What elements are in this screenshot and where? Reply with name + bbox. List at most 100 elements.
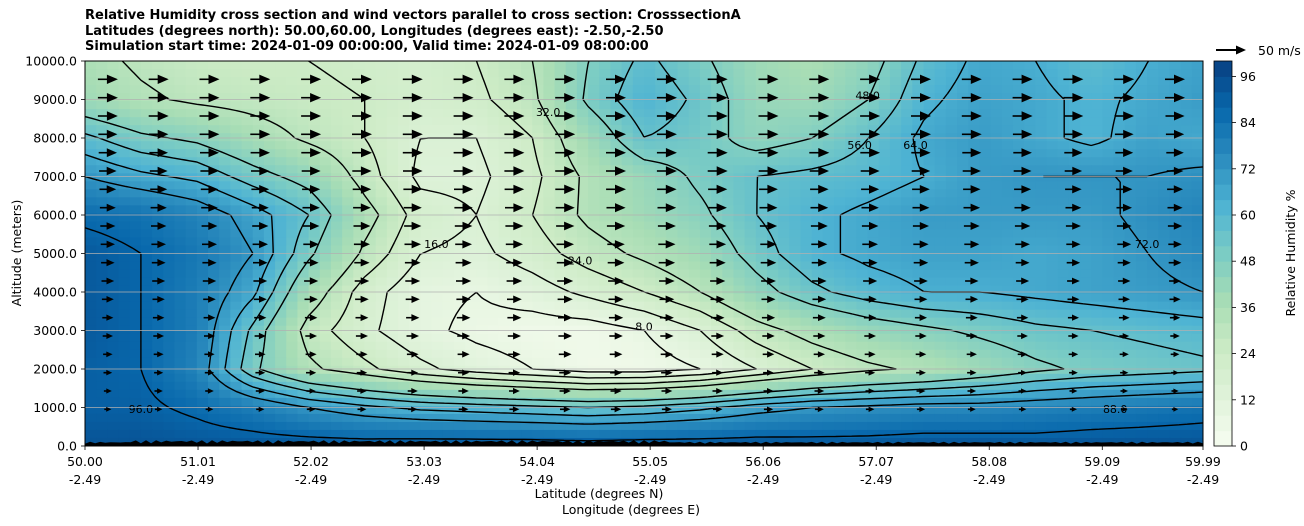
humidity-cell [140,101,153,110]
humidity-cell [196,77,209,86]
humidity-cell [856,437,869,446]
humidity-cell [1068,325,1081,335]
humidity-cell [1169,437,1182,446]
contour-label: 96.0 [129,403,154,416]
humidity-cell [207,301,220,311]
humidity-cell [163,301,176,311]
humidity-cell [655,357,667,367]
humidity-cell [945,437,958,446]
humidity-cell [1046,277,1059,287]
humidity-cell [800,253,813,263]
humidity-cell [163,205,176,214]
humidity-cell [632,197,645,206]
humidity-cell [174,405,187,415]
humidity-cell [699,221,712,231]
humidity-cell [621,93,634,102]
humidity-cell [465,405,477,415]
humidity-cell [163,237,176,247]
humidity-cell [342,245,354,255]
humidity-cell [711,141,723,150]
humidity-cell [1191,261,1203,271]
humidity-cell [375,245,388,255]
humidity-cell [1180,245,1193,255]
humidity-cell [1046,341,1059,351]
humidity-cell [330,309,343,319]
humidity-cell [107,205,120,214]
humidity-cell [219,133,231,142]
humidity-cell [599,365,612,375]
humidity-cell [1158,349,1171,359]
humidity-cell [1046,261,1059,271]
humidity-cell [1169,125,1182,134]
humidity-cell [878,285,891,295]
humidity-cell [554,165,567,174]
humidity-cell [431,357,444,367]
humidity-cell [521,261,533,271]
humidity-cell [990,349,1003,359]
humidity-cell [498,429,511,439]
humidity-cell [174,333,187,343]
humidity-cell [532,269,544,279]
humidity-cell [867,61,880,70]
humidity-cell [442,301,455,311]
humidity-cell [1158,181,1171,190]
humidity-cell [252,389,265,399]
humidity-cell [822,301,835,311]
humidity-cell [263,245,276,255]
humidity-cell [599,301,612,311]
humidity-cell [733,397,746,407]
humidity-cell [487,389,500,399]
humidity-cell [990,189,1003,198]
humidity-cell [453,117,466,126]
humidity-cell [532,421,544,431]
humidity-cell [342,133,354,142]
humidity-cell [129,141,142,150]
humidity-cell [1057,197,1070,206]
humidity-cell [498,149,511,158]
humidity-cell [498,61,511,70]
humidity-cell [420,285,433,295]
humidity-cell [968,213,980,223]
humidity-cell [722,149,735,158]
humidity-cell [207,397,220,407]
wind-vector-head [411,93,423,103]
humidity-cell [845,61,858,70]
humidity-cell [934,85,947,94]
humidity-cell [733,69,746,78]
humidity-cell [1102,429,1115,439]
wind-vector-head [920,111,931,121]
humidity-cell [1091,165,1103,174]
humidity-cell [465,301,477,311]
humidity-cell [945,261,958,271]
humidity-cell [263,61,276,70]
humidity-cell [1158,301,1171,311]
humidity-cell [140,341,153,351]
humidity-cell [912,357,925,367]
humidity-cell [1091,117,1103,126]
humidity-cell [330,189,343,198]
humidity-cell [498,141,511,150]
humidity-cell [252,69,265,78]
humidity-cell [901,381,913,391]
humidity-cell [901,373,913,383]
humidity-cell [778,213,790,223]
humidity-cell [789,61,802,70]
humidity-cell [107,333,120,343]
humidity-cell [129,309,142,319]
humidity-cell [979,437,992,446]
humidity-cell [979,133,992,142]
humidity-cell [1091,245,1103,255]
humidity-cell [386,357,399,367]
humidity-cell [889,365,902,375]
humidity-cell [722,141,735,150]
humidity-cell [912,109,925,118]
humidity-cell [230,229,243,239]
humidity-cell [644,357,656,367]
humidity-cell [252,189,265,198]
humidity-cell [968,341,980,351]
humidity-cell [185,85,198,94]
humidity-cell [755,173,768,182]
humidity-cell [789,69,802,78]
humidity-cell [420,181,433,190]
